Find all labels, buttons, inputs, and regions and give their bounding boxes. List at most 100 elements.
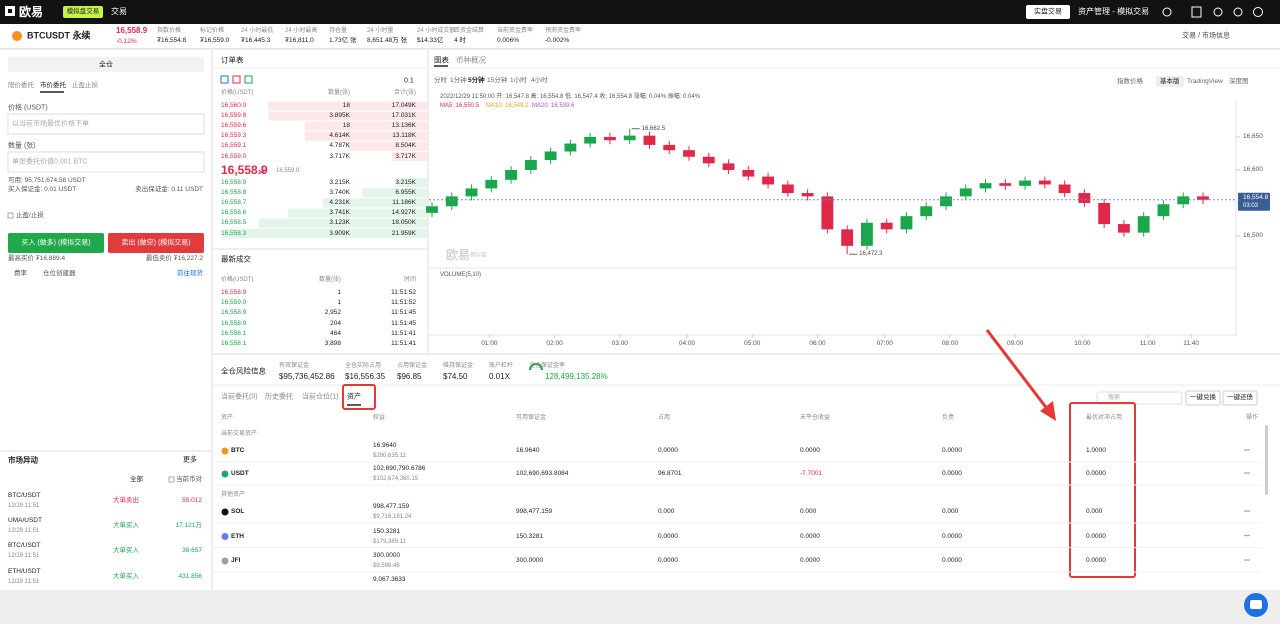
candle-body	[465, 188, 478, 197]
book-view-icon[interactable]	[232, 75, 241, 84]
order-tab[interactable]: 限价委托	[8, 81, 34, 89]
last-price-label: 16,554.8	[1243, 193, 1269, 201]
asset-icon	[221, 508, 229, 516]
live-button-bg[interactable]	[1026, 5, 1070, 19]
stat-label: 预测资金费率	[545, 28, 582, 34]
asset-cell: 0.0000	[942, 446, 962, 454]
info-link[interactable]: 交易 / 市场信息	[1182, 32, 1230, 40]
chart-view[interactable]: 深度图	[1229, 77, 1249, 85]
scrollbar[interactable]	[1265, 425, 1268, 495]
pair-checkbox[interactable]	[168, 476, 175, 483]
trade-time: 11:51:52	[391, 298, 416, 306]
stat-label: 指数价格	[157, 28, 182, 34]
buy-button[interactable]	[8, 233, 104, 253]
trade-price: 16,559.0	[221, 298, 247, 306]
support-icon[interactable]	[1233, 7, 1243, 17]
book-total: 8.504K	[395, 142, 416, 150]
convert-label[interactable]: 一键兑换	[1190, 393, 1216, 401]
trade-time: 11:51:45	[391, 319, 416, 327]
position-tab[interactable]: 资产	[347, 393, 361, 401]
col-header: 最优对冲占用	[1086, 415, 1123, 421]
qty-input[interactable]	[7, 151, 205, 173]
chart-view[interactable]: TradingView	[1187, 77, 1223, 85]
position-tab[interactable]: 当前仓位(1)	[302, 393, 339, 401]
group-title: 其他资产	[221, 492, 246, 498]
margin-mode[interactable]: 全仓	[99, 61, 113, 68]
interval[interactable]: 4小时	[531, 76, 548, 84]
fee-link[interactable]: 费率	[14, 269, 27, 277]
buy-button-label[interactable]: 买入 (做多) (模拟交易)	[21, 239, 91, 247]
user-icon[interactable]	[1162, 7, 1172, 17]
move-amount: 55.012	[182, 496, 202, 504]
repay-button[interactable]	[1222, 390, 1258, 406]
sell-button[interactable]	[108, 233, 204, 253]
more-dot	[1246, 472, 1248, 474]
more-dot	[1246, 559, 1248, 561]
interval[interactable]: 1分钟	[450, 76, 467, 84]
asset-cell: 0.0000	[942, 469, 962, 477]
more-link[interactable]: 更多	[183, 456, 197, 464]
ma-label: MA20: 16,539.6	[532, 103, 575, 109]
repay-label[interactable]: 一键还债	[1227, 393, 1253, 401]
bell-icon[interactable]	[1213, 7, 1223, 17]
asset-cell: 96.8701	[658, 469, 682, 477]
book-qty: 18	[342, 101, 350, 109]
position-tab[interactable]: 当前委托(0)	[221, 393, 258, 401]
tpsl-checkbox[interactable]	[7, 212, 14, 219]
stat-value: ₮16,811.0	[285, 36, 314, 44]
candle-body	[702, 156, 715, 164]
stat-value: ₮16,559.0	[200, 36, 230, 44]
chart-view[interactable]: 指数价格	[1117, 77, 1143, 85]
order-tab[interactable]: 止盈止损	[72, 81, 98, 89]
extreme-label: 16,472.3	[859, 251, 883, 258]
col-header: 权益	[373, 415, 386, 421]
chart-view[interactable]: 基本版	[1160, 77, 1180, 85]
candle-body	[1137, 216, 1150, 233]
book-view-icon[interactable]	[220, 75, 229, 84]
interval[interactable]: 15分钟	[487, 76, 508, 84]
step-select[interactable]: 0.1	[404, 77, 414, 85]
chart-tab[interactable]: 图表	[434, 55, 449, 65]
x-tick-label: 09:00	[1007, 339, 1024, 347]
convert-button[interactable]	[1185, 390, 1221, 406]
x-tick-label: 10:00	[1074, 339, 1091, 347]
asset-cell: 16.9640	[516, 446, 540, 454]
price-input[interactable]	[7, 113, 205, 135]
interval[interactable]: 5分钟	[468, 76, 485, 84]
asset-name: ETH	[231, 532, 244, 540]
asset-cell: 150.3281	[516, 532, 544, 540]
search-box[interactable]	[1096, 391, 1183, 405]
annotation-box	[1069, 402, 1136, 578]
depth-bar	[304, 121, 427, 131]
more-dot	[1244, 559, 1246, 561]
move-type: 大单买入	[113, 547, 139, 555]
search-placeholder[interactable]: 搜索	[1108, 395, 1121, 401]
spot-link[interactable]: 前往现货	[177, 269, 203, 277]
placeholder: 单张委托价值0.001 BTC	[12, 158, 88, 166]
sell-button-label[interactable]: 卖出 (做空) (模拟交易)	[121, 239, 191, 247]
interval[interactable]: 分时	[434, 76, 447, 84]
book-view-icon[interactable]	[244, 75, 253, 84]
book-qty: 4.614K	[329, 132, 350, 140]
asset-cell: 0.0000	[1086, 532, 1106, 540]
live-button[interactable]: 实盘交易	[1034, 8, 1062, 16]
position-tab[interactable]: 历史委托	[265, 393, 293, 401]
chart-tab[interactable]: 币种概况	[456, 55, 486, 65]
globe-icon[interactable]	[1253, 7, 1263, 17]
menu[interactable]: 交易	[111, 7, 127, 16]
symbol[interactable]: BTCUSDT 永续	[27, 30, 91, 41]
download-icon[interactable]	[1191, 6, 1202, 18]
x-tick-label: 01:00	[481, 339, 498, 347]
ratio-gauge	[529, 363, 543, 371]
filter[interactable]: 全部	[130, 475, 143, 483]
margin-mode-button[interactable]	[8, 57, 204, 72]
candle-body	[959, 188, 972, 197]
depth-bar	[322, 198, 427, 208]
candle-body	[426, 206, 438, 213]
builder-link[interactable]: 仓位创建器	[43, 269, 76, 277]
book-total: 13.136K	[391, 121, 416, 129]
interval[interactable]: 1小时	[510, 76, 527, 84]
account-menu[interactable]: 资产管理 - 模拟交易	[1078, 7, 1150, 16]
order-tab[interactable]: 市价委托	[40, 81, 66, 89]
